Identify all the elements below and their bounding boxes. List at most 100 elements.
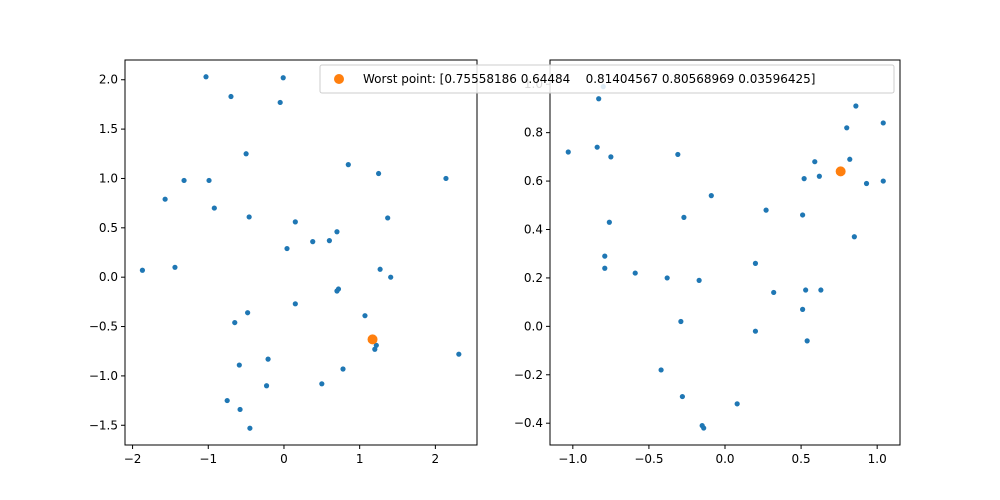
left-data-point (243, 151, 249, 157)
right-data-point (844, 125, 850, 131)
right-data-point (675, 151, 681, 158)
right-x-tick-label: −1.0 (558, 452, 587, 466)
right-y-tick-label: 0.6 (524, 174, 543, 188)
right-data-point (851, 234, 857, 240)
left-data-point (228, 93, 234, 100)
left-data-point (139, 267, 146, 273)
left-y-tick-label: 0.0 (99, 270, 118, 284)
right-y-tick-label: 0.8 (524, 126, 543, 140)
left-data-point (385, 215, 391, 221)
right-data-point (602, 253, 608, 259)
left-data-point (172, 264, 178, 270)
left-data-point (334, 288, 340, 294)
right-data-point (596, 96, 602, 102)
left-data-point (388, 274, 394, 280)
right-y-tick-label: 0.4 (524, 222, 543, 236)
right-x-tick-label: 1.0 (868, 452, 887, 466)
legend: Worst point: [0.75558186 0.64484 0.81404… (319, 64, 895, 94)
right-data-point (847, 156, 853, 162)
left-x-tick-label: −1 (199, 452, 217, 466)
left-x-tick-label: 1 (356, 452, 364, 466)
left-axes-frame (124, 59, 478, 446)
right-data-point (771, 289, 777, 296)
left-data-point (236, 362, 242, 368)
right-data-point (606, 219, 612, 225)
right-data-point (803, 287, 809, 293)
left-data-point (206, 177, 212, 184)
left-data-point (310, 239, 316, 245)
right-data-point (801, 176, 807, 182)
right-data-point (763, 207, 769, 213)
right-y-tick-label: −0.2 (514, 368, 543, 382)
right-data-point (853, 103, 859, 109)
legend-label: Worst point: [0.75558186 0.64484 0.81404… (363, 72, 815, 86)
left-data-point (334, 229, 340, 235)
left-data-point (373, 342, 379, 348)
left-scatter-plot: −2 −1 0 1 2 −1.5 −1.0 −0.5 0.0 0.5 1.0 1.5 2.0 (89, 59, 478, 466)
left-y-tick-label: 1.0 (99, 171, 118, 185)
left-data-point (265, 356, 271, 362)
right-x-tick-label: 0.0 (715, 452, 734, 466)
legend-marker (334, 74, 344, 84)
right-y-tick-label: 0.0 (524, 319, 543, 333)
left-data-point (340, 366, 346, 372)
right-worst-point (835, 166, 846, 177)
right-data-point (804, 338, 810, 344)
right-data-point (734, 401, 740, 407)
left-data-point (181, 177, 187, 184)
right-data-point (800, 212, 806, 218)
left-data-point (345, 162, 351, 168)
right-data-point (696, 277, 702, 283)
left-data-point (326, 238, 332, 244)
left-y-tick-label: 1.5 (99, 122, 118, 136)
right-data-point (752, 260, 759, 266)
left-data-point (277, 99, 283, 106)
left-data-point (237, 406, 243, 413)
right-data-point (701, 425, 707, 431)
right-y-tick-label: 0.2 (524, 271, 543, 285)
left-worst-point (367, 334, 378, 345)
left-y-tick-label: −1.5 (89, 418, 118, 432)
left-data-point (362, 313, 368, 319)
left-data-point (211, 205, 217, 211)
right-y-tick-label: −0.4 (514, 416, 543, 430)
right-scatter-plot: −1.0 −0.5 0.0 0.5 1.0 −0.4 −0.2 0.0 0.2 0.4 0.6 0.8… (514, 59, 901, 466)
right-data-point (678, 318, 684, 325)
legend-frame (319, 64, 895, 94)
left-data-point (245, 310, 251, 316)
left-data-point (263, 383, 270, 389)
left-data-point (375, 170, 382, 177)
right-data-point (708, 193, 714, 199)
right-data-point (679, 393, 685, 400)
left-data-point (232, 319, 238, 326)
left-y-tick-label: 2.0 (99, 73, 118, 87)
left-x-tick-label: 0 (280, 452, 288, 466)
right-data-point (816, 173, 822, 179)
right-data-point (800, 306, 806, 312)
left-data-point (224, 397, 230, 404)
left-data-point (443, 175, 449, 182)
left-data-point (377, 266, 383, 272)
right-data-point (565, 149, 571, 155)
left-data-point (456, 351, 462, 357)
left-y-tick-label: −0.5 (89, 320, 118, 334)
right-data-point (812, 159, 818, 165)
left-data-point (284, 245, 290, 252)
left-data-point (292, 219, 298, 225)
right-data-point (602, 265, 608, 271)
right-data-point (880, 120, 886, 126)
left-data-point (319, 381, 325, 387)
right-data-point (818, 287, 824, 293)
right-data-point (880, 178, 886, 184)
right-data-point (664, 275, 670, 281)
right-axes-frame (549, 59, 901, 446)
left-x-tick-label: 2 (432, 452, 440, 466)
right-data-point (632, 270, 638, 276)
left-data-point (247, 425, 253, 431)
left-data-point (280, 75, 286, 81)
left-y-tick-label: −1.0 (89, 369, 118, 383)
left-y-tick-label: 0.5 (99, 221, 118, 235)
left-data-point (292, 301, 298, 307)
right-data-point (752, 328, 759, 334)
